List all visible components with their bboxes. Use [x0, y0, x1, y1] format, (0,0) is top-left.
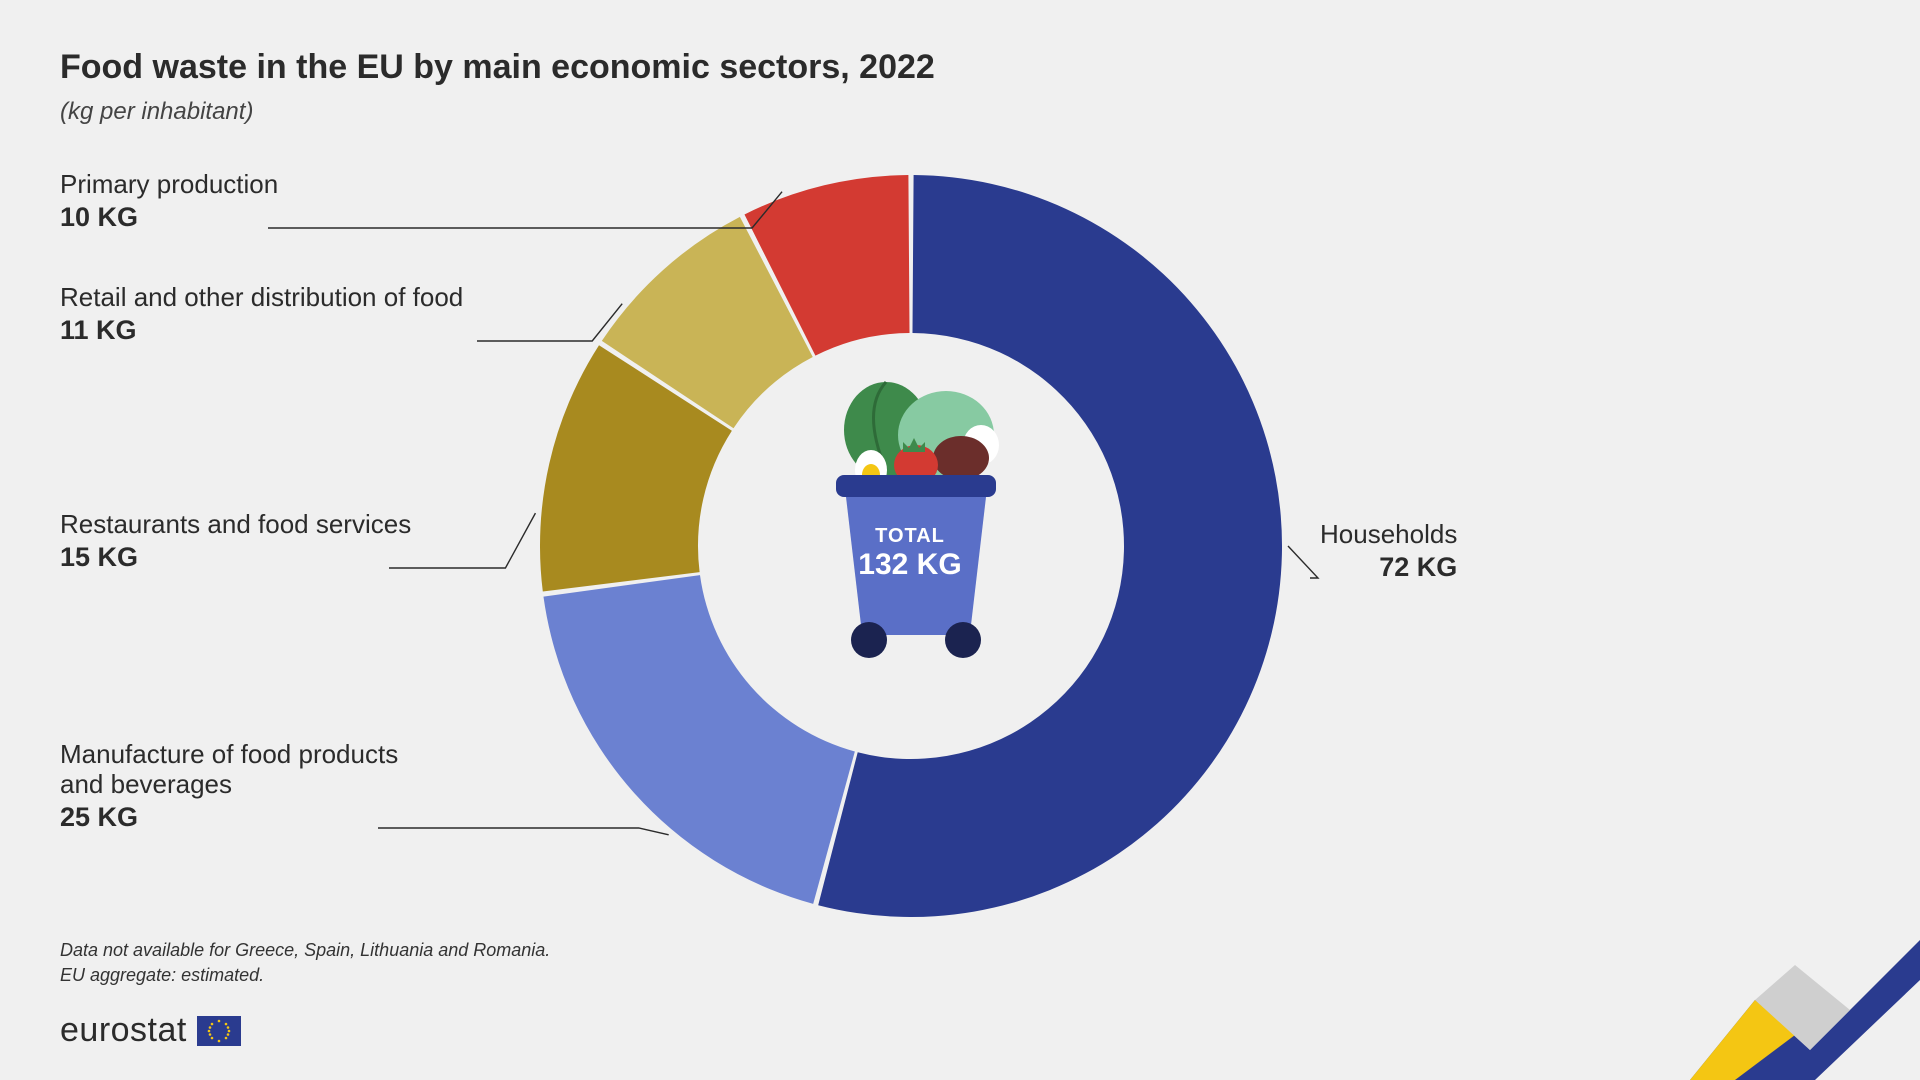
donut-chart: TOTAL 132 KG — [540, 175, 1282, 917]
corner-brand-icon — [1660, 940, 1920, 1080]
label-value: 25 KG — [60, 802, 398, 833]
total-value: 132 KG — [840, 548, 980, 582]
total-label: TOTAL — [840, 525, 980, 548]
label-retail: Retail and other distribution of food11 … — [60, 283, 463, 346]
label-households: Households72 KG — [1320, 520, 1457, 583]
label-value: 11 KG — [60, 315, 463, 346]
label-value: 15 KG — [60, 542, 411, 573]
footnote-2: EU aggregate: estimated. — [60, 965, 264, 986]
label-primary: Primary production10 KG — [60, 170, 278, 233]
footnote-1: Data not available for Greece, Spain, Li… — [60, 940, 550, 961]
label-value: 10 KG — [60, 202, 278, 233]
logo-text: eurostat — [60, 1011, 187, 1050]
label-name: Households — [1320, 520, 1457, 550]
eu-flag-icon — [197, 1016, 241, 1046]
label-name: Manufacture of food productsand beverage… — [60, 740, 398, 800]
leader-households — [1288, 546, 1318, 578]
label-value: 72 KG — [1320, 552, 1457, 583]
label-manufacture: Manufacture of food productsand beverage… — [60, 740, 398, 833]
label-restaurants: Restaurants and food services15 KG — [60, 510, 411, 573]
eurostat-logo: eurostat — [60, 1011, 241, 1050]
chart-subtitle: (kg per inhabitant) — [60, 98, 253, 126]
label-name: Primary production — [60, 170, 278, 200]
label-name: Retail and other distribution of food — [60, 283, 463, 313]
bin-illustration-icon — [791, 380, 1031, 660]
chart-title: Food waste in the EU by main economic se… — [60, 48, 935, 87]
label-name: Restaurants and food services — [60, 510, 411, 540]
center-total: TOTAL 132 KG — [840, 525, 980, 582]
